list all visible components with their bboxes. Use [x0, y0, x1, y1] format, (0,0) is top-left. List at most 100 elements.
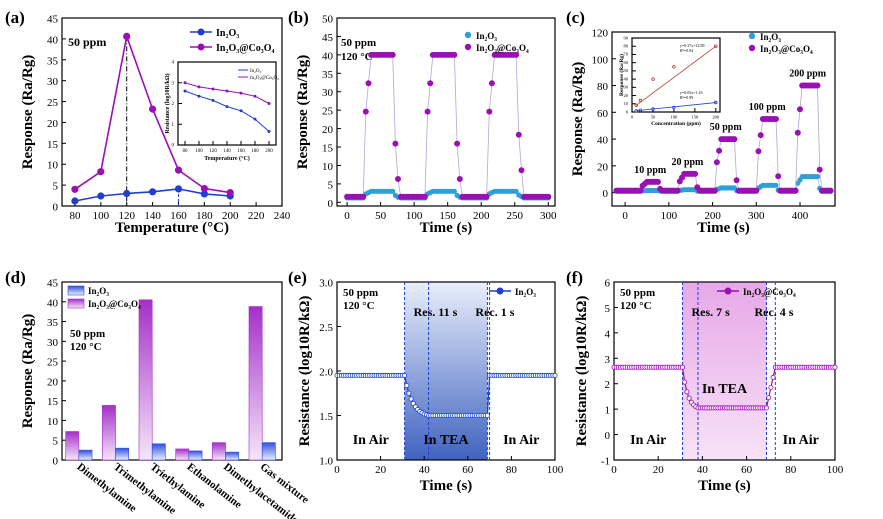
c-ytick-label: 20	[597, 161, 609, 173]
b-data-point	[360, 193, 367, 200]
a-xtick-label: 120	[118, 210, 135, 222]
c-xtick-label: 100	[661, 210, 678, 222]
c-inset-fit-label: y=0.05x+1.43	[680, 90, 703, 95]
a-inset-xtick-label: 100	[195, 149, 203, 154]
c-concentration-label: 10 ppm	[634, 165, 667, 176]
c-inset-ytick-label: 80	[624, 43, 629, 48]
d-bar	[102, 405, 116, 461]
b-series-line	[347, 54, 549, 198]
a-data-point	[200, 184, 208, 193]
b-ytick-label: 40	[322, 50, 334, 62]
b-data-point	[483, 193, 490, 200]
f-ytick-label: 2	[605, 379, 611, 391]
f-xtick-label: 0	[611, 464, 617, 476]
b-data-point	[424, 108, 431, 115]
d-annotation: 120 °C	[70, 341, 102, 353]
c-inset-frame	[631, 37, 721, 113]
e-xtick-label: 0	[334, 464, 340, 476]
a-ytick-label: 0	[53, 202, 59, 214]
d-bar	[65, 431, 80, 461]
a-inset-point	[183, 89, 187, 93]
d-ytick-label: 40	[47, 297, 59, 309]
a-xtick-label: 200	[222, 210, 239, 222]
f-region-label: In Air	[783, 433, 819, 448]
a-inset-xtick-label: 140	[223, 149, 231, 154]
b-ytick-label: 45	[322, 32, 334, 44]
e-ytick-label: 2.5	[319, 322, 333, 334]
f-ylabel: Resistance (log10R/kΩ)	[574, 296, 590, 447]
c-data-point	[792, 187, 799, 194]
a-inset-point	[197, 85, 201, 89]
a-xtick-label: 140	[144, 210, 161, 222]
b-xtick-label: 50	[375, 210, 387, 222]
f-ytick-label: 0	[605, 430, 611, 442]
d-ytick-label: 45	[47, 278, 59, 290]
c-inset-xtick-label: 0	[631, 115, 634, 120]
f-region-label: In TEA	[702, 382, 748, 397]
a-inset-point	[197, 94, 201, 98]
c-data-point	[827, 187, 834, 194]
e-data-point	[410, 400, 416, 406]
panel-b: 0 50 100 150 200 250 300 0 5 10 15 20 25 30 35 40 45 50 Ti…	[288, 8, 557, 236]
a-data-point	[71, 197, 79, 205]
a-xtick-label: 80	[69, 210, 81, 222]
b-annotation: 50 ppm	[341, 37, 376, 49]
d-ytick-label: 10	[47, 416, 59, 428]
a-inset-point	[225, 89, 229, 93]
a-inset-point	[267, 129, 271, 133]
a-data-point	[149, 188, 157, 196]
c-data-point	[775, 173, 782, 180]
e-data-point	[484, 412, 490, 418]
e-xtick-label: 60	[462, 464, 474, 476]
a-ytick-label: 25	[47, 97, 59, 109]
b-ytick-label: 10	[322, 161, 334, 173]
c-inset-fit-label: R²=0.94	[680, 48, 693, 53]
f-ytick-label: -1	[601, 456, 610, 468]
a-inset-ytick-label: 0	[172, 144, 175, 149]
b-annotation: 120 °C	[341, 51, 373, 63]
f-frame	[613, 281, 836, 461]
f-xtick-label: 20	[653, 464, 665, 476]
c-data-point	[816, 166, 823, 173]
b-data-point	[486, 108, 493, 115]
c-ytick-label: 80	[597, 81, 609, 93]
b-data-point	[456, 175, 463, 182]
d-frame	[61, 281, 283, 461]
a-inset-point	[253, 94, 257, 98]
b-legend-marker	[464, 43, 472, 51]
d-ytick-label: 30	[47, 337, 59, 349]
f-data-point	[680, 364, 686, 370]
b-data-point	[421, 193, 428, 200]
e-data-point	[552, 372, 558, 378]
f-data-point	[764, 405, 770, 411]
b-ytick-label: 35	[322, 69, 334, 81]
e-data-point	[402, 372, 408, 378]
b-xlabel: Time (s)	[420, 220, 473, 236]
e-gas-region	[404, 282, 488, 460]
panel-letter: (b)	[288, 8, 309, 27]
a-data-point	[71, 185, 79, 193]
c-ytick-label: 100	[592, 54, 609, 66]
d-category-label: Trimethylamine	[111, 461, 178, 517]
c-inset-xtick-label: 50	[651, 115, 656, 120]
c-xtick-label: 0	[622, 210, 628, 222]
e-xtick-label: 40	[419, 464, 431, 476]
c-data-point	[713, 159, 720, 166]
f-xtick-label: 80	[785, 464, 797, 476]
a-ytick-label: 40	[47, 34, 59, 46]
panel-a: 80 100 120 140 160 180 200 220 24005101520253035…	[5, 8, 291, 236]
f-annotation: 120 °C	[620, 300, 652, 312]
f-data-point	[768, 384, 774, 390]
b-legend-label: In₂O₃	[476, 31, 497, 41]
b-data-point	[362, 108, 369, 115]
c-xtick-label: 400	[792, 210, 809, 222]
b-data-point	[394, 175, 401, 182]
c-inset-bg	[632, 38, 720, 112]
f-xlabel: Time (s)	[698, 478, 751, 494]
c-data-point	[654, 178, 661, 185]
a-data-point	[123, 32, 131, 41]
b-data-point	[451, 188, 457, 194]
f-data-point	[832, 364, 838, 370]
c-data-point	[674, 187, 681, 194]
